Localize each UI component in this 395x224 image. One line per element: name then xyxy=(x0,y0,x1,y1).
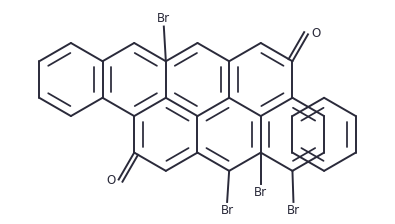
Text: Br: Br xyxy=(157,11,170,24)
Text: O: O xyxy=(106,174,116,187)
Text: Br: Br xyxy=(254,186,267,199)
Text: O: O xyxy=(311,27,320,40)
Text: Br: Br xyxy=(220,204,234,217)
Text: Br: Br xyxy=(287,204,300,217)
